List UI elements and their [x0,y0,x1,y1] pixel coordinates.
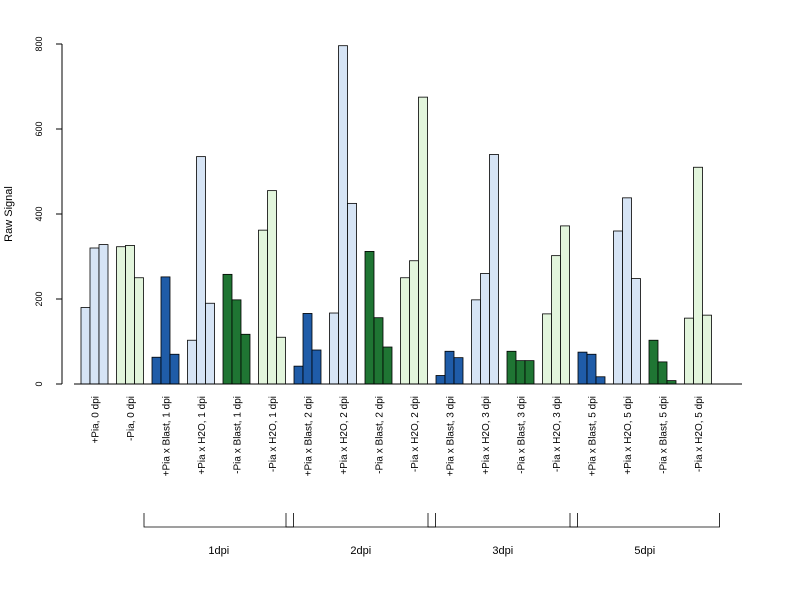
bar [205,302,215,385]
bar [409,260,419,385]
x-tick-label: -Pia, 0 dpi [126,396,137,441]
x-tick-label: -Pia x H2O, 3 dpi [552,396,563,472]
bar [595,376,606,385]
x-tick-label: +Pia x H2O, 5 dpi [623,396,634,475]
bar [577,351,588,385]
bar [80,307,91,385]
bar [276,336,286,385]
bar [364,250,375,385]
bar [311,349,322,385]
bar [444,350,455,385]
bar [586,353,597,385]
bar [222,273,233,385]
x-tick-label: -Pia x Blast, 5 dpi [659,396,670,474]
x-tick-label: -Pia x Blast, 3 dpi [517,396,528,474]
x-tick-label: +Pia x Blast, 5 dpi [588,396,599,476]
bars-layer [80,45,712,385]
x-tick-label: -Pia x H2O, 1 dpi [268,396,279,472]
x-tick-label: -Pia x Blast, 1 dpi [233,396,244,474]
timepoint-label: 1dpi [208,545,229,557]
bar [542,313,552,385]
bar [134,277,144,385]
timepoint-label: 2dpi [350,545,371,557]
x-tick-label: -Pia x H2O, 5 dpi [694,396,705,472]
y-tick-label: 0 [34,381,44,386]
bar [524,360,535,385]
bar [302,313,313,385]
bar [515,360,526,385]
x-tick-label: +Pia x H2O, 1 dpi [197,396,208,475]
bar [373,317,384,385]
timepoint-bracket: 2dpi [285,513,436,557]
bar [551,255,561,385]
bar [435,375,446,385]
y-tick-label: 200 [34,291,44,306]
bar [702,314,712,385]
bar [151,356,162,385]
timepoint-bracket: 3dpi [427,513,578,557]
bar [187,339,197,385]
bar [471,299,481,385]
y-axis-label: Raw Signal [3,186,15,242]
bar [613,230,623,385]
bar [98,244,109,385]
y-axis: 0 200 400 600 800 [34,36,63,387]
bracket-line [427,513,578,528]
bar [622,197,632,385]
bar [489,154,499,385]
timepoint-label: 3dpi [492,545,513,557]
bar [258,229,268,385]
x-tick-label: +Pia x Blast, 3 dpi [446,396,457,476]
bar [240,333,251,385]
bar [160,276,171,385]
bar [666,380,677,385]
timepoint-label: 5dpi [634,545,655,557]
bar [196,156,206,385]
timepoint-bracket: 1dpi [143,513,294,557]
bar [338,45,348,385]
bracket-line [569,513,720,528]
x-tick-label: +Pia x H2O, 3 dpi [481,396,492,475]
bar [506,350,517,385]
x-tick-label: +Pia x Blast, 1 dpi [162,396,173,476]
bracket-line [285,513,436,528]
bar [400,277,410,385]
bar [89,247,100,385]
x-tick-label: +Pia x H2O, 2 dpi [339,396,350,475]
bar [169,353,180,385]
bar [418,96,428,385]
y-tick-label: 800 [34,36,44,51]
bar [125,245,135,385]
bracket-line [143,513,294,528]
bar [657,361,668,385]
bar [329,312,339,385]
bar [116,246,126,385]
bar [631,278,641,385]
x-tick-label: +Pia, 0 dpi [91,396,102,444]
bar [267,190,277,385]
y-tick-label: 600 [34,121,44,136]
bar [684,317,694,385]
x-tick-labels: +Pia, 0 dpi -Pia, 0 dpi +Pia x Blast, 1 dp… [91,396,706,476]
x-tick-label: -Pia x H2O, 2 dpi [410,396,421,472]
timepoint-bracket: 5dpi [569,513,720,557]
y-tick-label: 400 [34,206,44,221]
x-tick-label: -Pia x Blast, 2 dpi [375,396,386,474]
bar [231,299,242,385]
bar [693,166,703,385]
x-tick-label: +Pia x Blast, 2 dpi [304,396,315,476]
bar [648,339,659,385]
timepoint-brackets: 1dpi 2dpi 3dpi 5dpi [143,513,720,557]
bar [560,225,570,385]
bar [347,202,357,385]
bar [382,346,393,385]
bar [453,357,464,385]
bar [480,273,490,385]
bar [293,365,304,385]
